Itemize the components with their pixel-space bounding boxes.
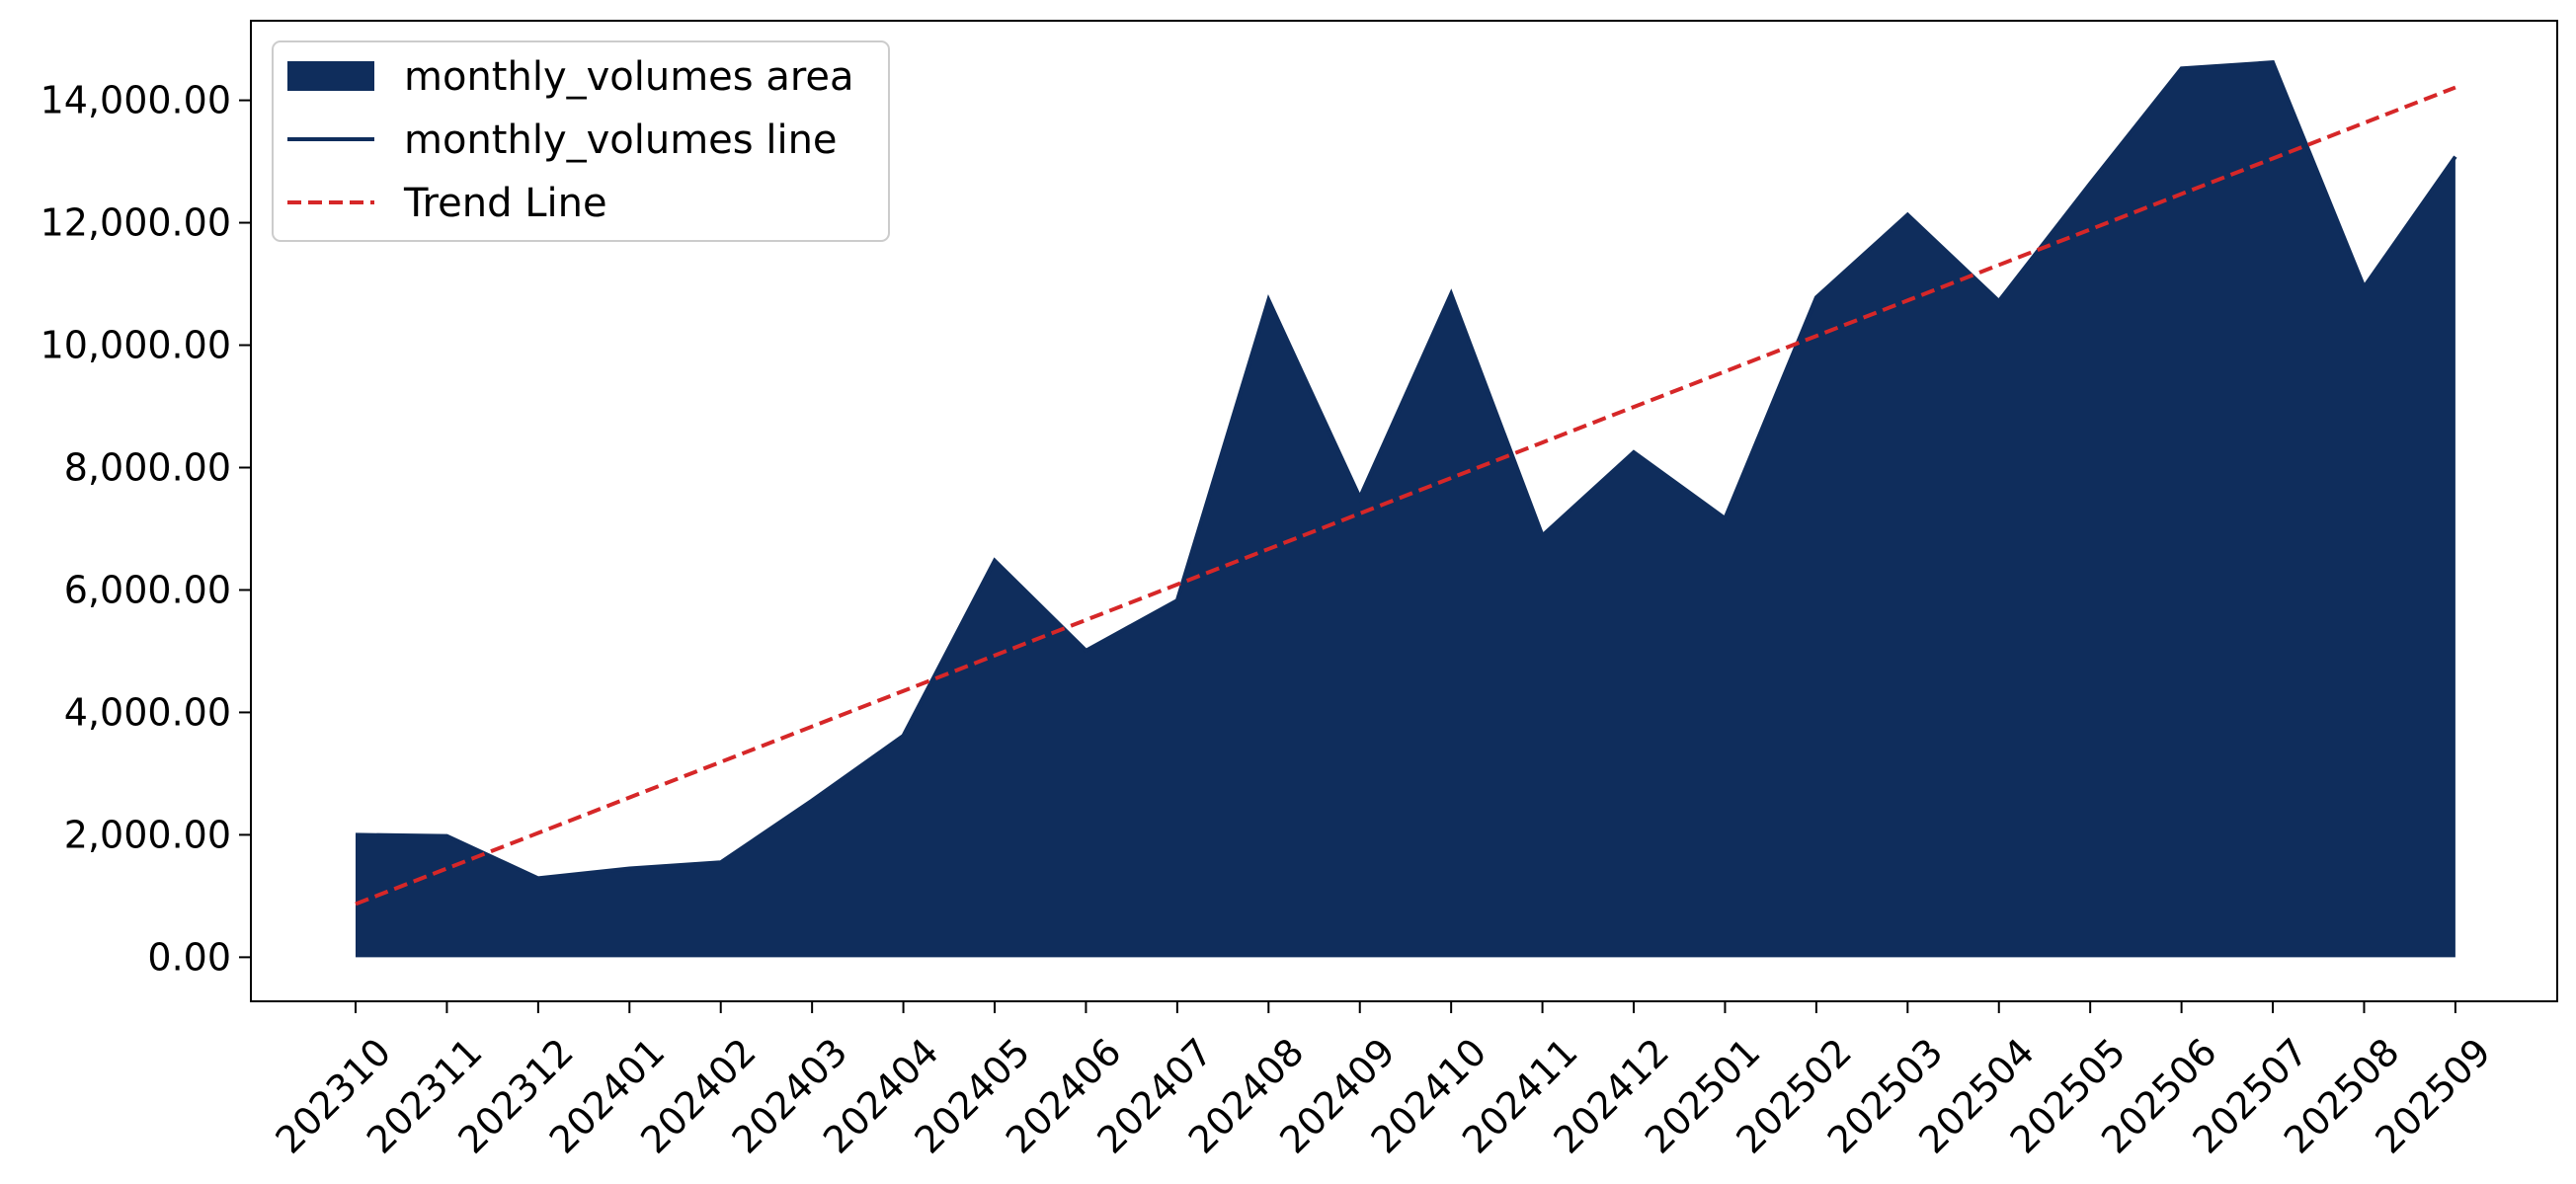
y-axis: 0.00 2,000.00 4,000.00 6,000.00 8,000.00 10,0… <box>40 79 251 979</box>
y-tick-label: 0.00 <box>147 935 231 979</box>
legend-label-line: monthly_volumes line <box>404 118 838 163</box>
y-tick-label: 6,000.00 <box>64 568 231 611</box>
plot-frame <box>250 20 2558 1002</box>
legend-swatch-area <box>287 61 374 91</box>
y-tick-label: 4,000.00 <box>64 690 231 734</box>
y-tick-label: 10,000.00 <box>40 324 231 367</box>
area-fill-monthly-volumes <box>356 62 2455 958</box>
legend-label-trend: Trend Line <box>403 181 607 226</box>
legend-box <box>272 40 890 242</box>
trend-line <box>355 85 2456 907</box>
line-monthly-volumes <box>355 60 2457 881</box>
y-tick-label: 8,000.00 <box>64 445 231 489</box>
plot-area <box>355 60 2457 958</box>
y-tick-label: 2,000.00 <box>64 813 231 856</box>
legend: monthly_volumes area monthly_volumes lin… <box>272 40 890 242</box>
y-tick-label: 12,000.00 <box>40 201 231 245</box>
y-tick-label: 14,000.00 <box>40 79 231 122</box>
legend-label-area: monthly_volumes area <box>404 54 854 100</box>
